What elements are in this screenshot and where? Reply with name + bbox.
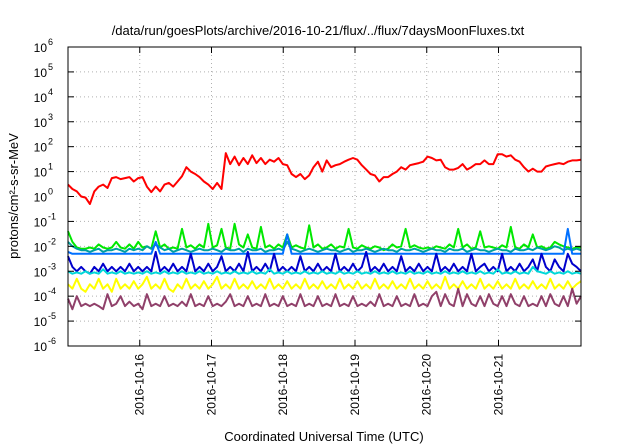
y-tick-exponent: -1: [48, 211, 56, 221]
y-tick-base: 10: [34, 66, 48, 80]
y-tick-exponent: 6: [48, 37, 53, 47]
y-tick-base: 10: [34, 116, 48, 130]
y-tick-exponent: -6: [48, 336, 56, 346]
y-tick-base: 10: [34, 265, 48, 279]
y-tick-exponent: 1: [48, 162, 53, 172]
y-tick-exponent: 4: [48, 87, 53, 97]
y-tick-label: 10 0: [34, 187, 53, 205]
y-tick-label: 10 3: [34, 112, 53, 130]
y-tick-base: 10: [34, 315, 48, 329]
series-line-1: [67, 152, 582, 205]
y-tick-label: 10 -3: [34, 261, 56, 279]
series-line-6: [67, 265, 582, 275]
y-tick-exponent: -3: [48, 261, 56, 271]
x-axis-label: Coordinated Universal Time (UTC): [224, 429, 423, 444]
y-tick-exponent: 2: [48, 137, 53, 147]
y-tick-exponent: -4: [48, 286, 56, 296]
y-tick-label: 10 -5: [34, 311, 56, 329]
y-tick-exponent: -2: [48, 236, 56, 246]
y-tick-exponent: 0: [48, 187, 53, 197]
y-tick-label: 10 1: [34, 162, 53, 180]
x-tick-label: 2016-10-17: [204, 354, 218, 416]
y-tick-label: 10 6: [34, 37, 53, 55]
y-tick-base: 10: [34, 340, 48, 354]
y-tick-base: 10: [34, 166, 48, 180]
y-tick-label: 10 -6: [34, 336, 56, 354]
x-tick-label: 2016-10-18: [276, 354, 290, 416]
y-tick-base: 10: [34, 41, 48, 55]
x-tick-label: 2016-10-21: [491, 354, 505, 416]
series-line-4: [67, 227, 581, 255]
y-tick-exponent: -5: [48, 311, 56, 321]
y-tick-label: 10 2: [34, 137, 53, 155]
x-tick-label: 2016-10-20: [420, 354, 434, 416]
series-line-8: [67, 287, 582, 311]
y-tick-base: 10: [34, 141, 48, 155]
chart-title: /data/run/goesPlots/archive/2016-10-21/f…: [112, 23, 525, 38]
data-series: [67, 152, 582, 311]
y-tick-label: 10 5: [34, 62, 53, 80]
y-tick-label: 10 4: [34, 87, 53, 105]
y-tick-base: 10: [34, 191, 48, 205]
x-axis: 2016-10-16 2016-10-17 2016-10-18 2016-10-19…: [133, 47, 505, 416]
y-tick-exponent: 5: [48, 62, 53, 72]
y-tick-exponent: 3: [48, 112, 53, 122]
y-tick-base: 10: [34, 240, 48, 254]
y-tick-label: 10 -1: [34, 211, 56, 229]
y-axis: 10 -610 -510 -410 -310 -210 -110 010 110 210 310 41…: [34, 37, 581, 354]
series-line-5: [67, 250, 582, 275]
x-tick-label: 2016-10-16: [133, 354, 147, 416]
grid-lines: [68, 47, 581, 346]
x-tick-label: 2016-10-19: [348, 354, 362, 416]
y-tick-base: 10: [34, 290, 48, 304]
y-tick-base: 10: [34, 215, 48, 229]
y-axis-label: protons/cm²-s-sr-MeV: [6, 133, 21, 259]
y-tick-base: 10: [34, 91, 48, 105]
y-tick-label: 10 -4: [34, 286, 56, 304]
series-line-2: [67, 222, 581, 252]
y-tick-label: 10 -2: [34, 236, 56, 254]
series-line-7: [67, 275, 582, 293]
